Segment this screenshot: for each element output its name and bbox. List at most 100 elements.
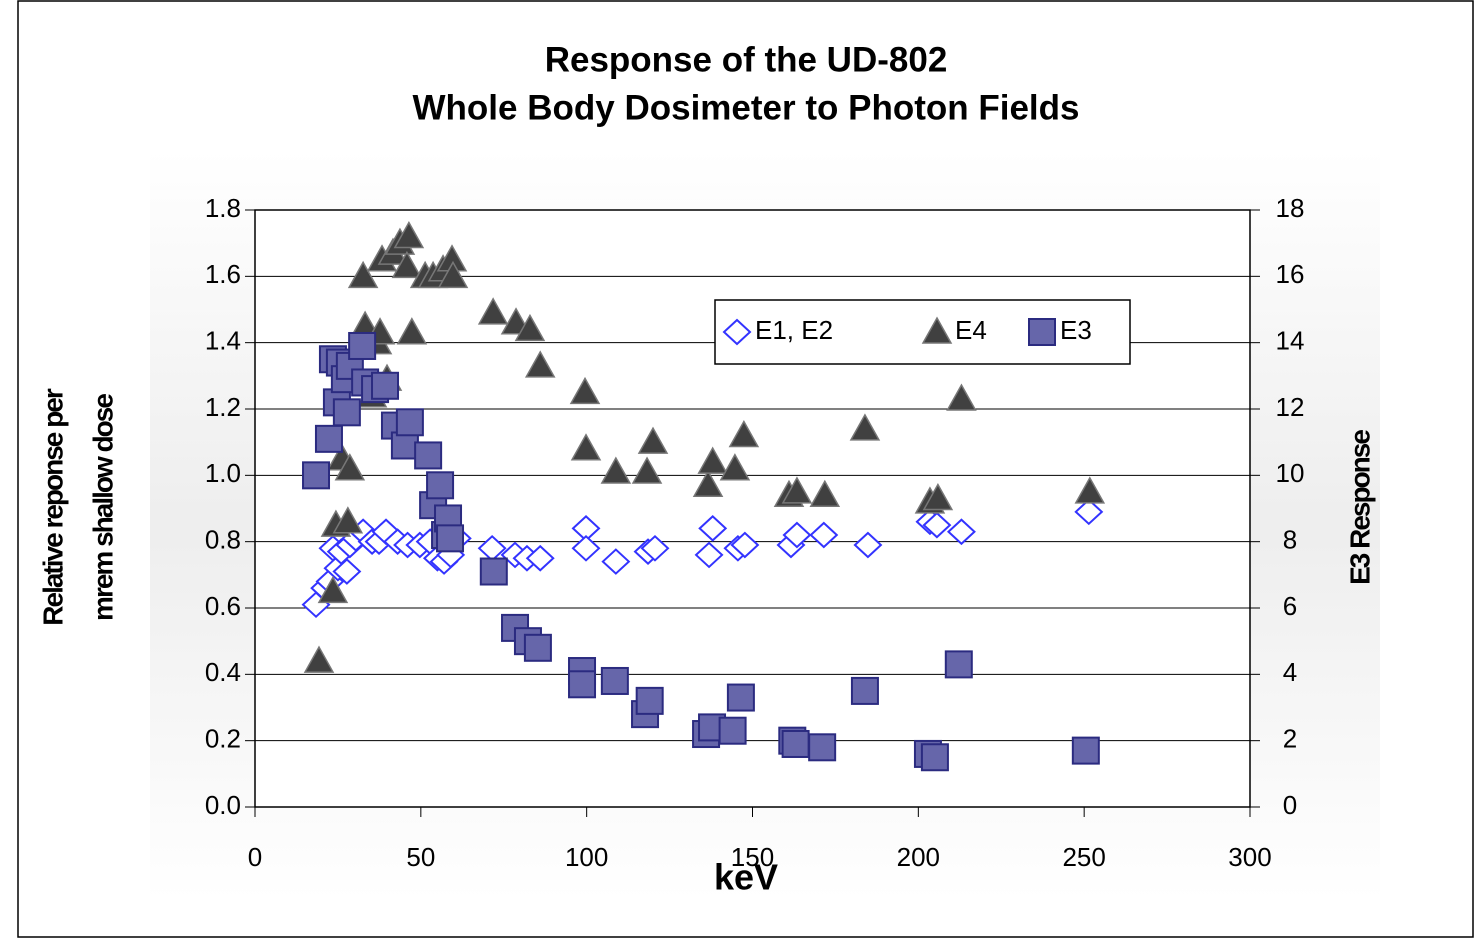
y2-tick-label: 4: [1283, 657, 1297, 687]
triangle-marker: [946, 383, 977, 411]
triangle-marker: [922, 483, 954, 511]
diamond-marker: [730, 531, 760, 559]
square-marker: [426, 471, 455, 500]
plot-layer: 0.0 0.2 0.4 0.6 0.8 1.0 1.2 1.4 1.6 1.8 0 2 4 6 8 10 12 1…: [205, 193, 1305, 872]
y2-tick-label: 8: [1283, 525, 1297, 555]
triangle-marker: [524, 350, 556, 378]
x-tick-label: 0: [248, 842, 262, 872]
diamond-marker: [782, 521, 812, 549]
x-tick-label: 100: [565, 842, 608, 872]
triangle-marker: [347, 260, 379, 289]
square-marker: [390, 431, 419, 460]
diamond-marker: [853, 531, 883, 559]
y-tick-label: 1.2: [205, 392, 241, 422]
triangle-marker: [600, 456, 632, 484]
y-tick-label: 0.4: [205, 657, 241, 687]
diamond-marker: [332, 558, 362, 585]
square-marker: [635, 686, 664, 715]
square-marker: [568, 670, 597, 699]
triangle-marker: [391, 250, 423, 279]
diamond-marker: [601, 548, 631, 575]
square-marker: [414, 441, 443, 470]
y-axis-label: mrem shallow dose: [87, 394, 118, 621]
square-marker: [718, 716, 747, 745]
x-tick-label: 200: [897, 842, 940, 872]
triangle-marker: [728, 419, 760, 448]
square-marker: [371, 371, 400, 400]
square-marker: [1071, 736, 1100, 765]
triangle-marker: [570, 433, 602, 461]
triangle-marker: [631, 456, 663, 484]
y2-tick-label: 12: [1276, 392, 1305, 422]
square-marker: [348, 331, 377, 360]
triangle-marker: [569, 376, 601, 405]
square-marker: [920, 743, 949, 772]
triangle-marker: [393, 220, 425, 249]
square-marker: [479, 557, 508, 586]
y-tick-label: 0.6: [205, 591, 241, 621]
square-marker: [332, 398, 361, 427]
triangle-marker: [437, 260, 469, 289]
square-marker: [1028, 318, 1056, 346]
chart-title: Response of the UD-802: [545, 40, 948, 79]
legend-label: E1, E2: [755, 315, 833, 345]
square-marker: [781, 729, 810, 758]
triangle-marker: [1074, 476, 1106, 504]
diamond-marker: [922, 511, 952, 539]
triangle-marker: [921, 316, 953, 344]
diamond-marker: [1074, 498, 1104, 526]
y2-axis-label: E3 Response: [1344, 430, 1375, 585]
square-marker: [944, 650, 973, 679]
y2-tick-label: 14: [1276, 326, 1305, 356]
triangle-marker: [317, 575, 349, 604]
triangle-marker: [303, 645, 335, 673]
x-tick-label: 50: [406, 842, 435, 872]
diamond-marker: [722, 318, 752, 346]
y-tick-label: 1.6: [205, 259, 241, 289]
triangle-marker: [514, 313, 546, 342]
square-marker: [395, 408, 424, 437]
diamond-marker: [698, 515, 728, 542]
triangle-marker: [719, 453, 751, 481]
diamond-marker: [640, 534, 670, 562]
triangle-marker: [697, 446, 728, 474]
triangle-marker: [781, 476, 813, 504]
legend-label: E4: [955, 315, 987, 345]
y-axis-label: Relative reponse per: [37, 388, 68, 626]
y2-tick-label: 16: [1276, 259, 1305, 289]
y2-tick-label: 2: [1283, 724, 1297, 754]
diamond-marker: [809, 521, 839, 549]
triangle-marker: [637, 426, 669, 454]
chart-title: Whole Body Dosimeter to Photon Fields: [413, 88, 1080, 127]
diamond-marker: [694, 541, 724, 569]
x-tick-label: 250: [1062, 842, 1105, 872]
triangle-marker: [809, 479, 841, 507]
square-marker: [600, 666, 629, 695]
y-tick-label: 1.8: [205, 193, 241, 223]
triangle-marker: [334, 453, 366, 481]
x-tick-label: 150: [731, 842, 774, 872]
y2-tick-label: 6: [1283, 591, 1297, 621]
triangle-marker: [477, 297, 509, 325]
diamond-marker: [946, 518, 976, 546]
square-marker: [523, 633, 552, 662]
plot-border: [254, 209, 1251, 808]
triangle-marker: [332, 506, 364, 534]
square-marker: [436, 524, 465, 553]
y-tick-label: 0.0: [205, 790, 241, 820]
y-tick-label: 1.0: [205, 458, 241, 488]
square-marker: [808, 733, 837, 762]
x-tick-label: 300: [1228, 842, 1271, 872]
square-marker: [302, 461, 331, 490]
y2-tick-label: 18: [1276, 193, 1305, 223]
y2-tick-label: 0: [1283, 790, 1297, 820]
triangle-marker: [849, 413, 881, 441]
square-marker: [850, 676, 879, 705]
diamond-marker: [525, 544, 555, 572]
y-tick-label: 0.8: [205, 525, 241, 555]
y-tick-label: 1.4: [205, 326, 241, 356]
triangle-marker: [396, 317, 428, 345]
square-marker: [314, 424, 343, 453]
diamond-marker: [571, 534, 601, 562]
